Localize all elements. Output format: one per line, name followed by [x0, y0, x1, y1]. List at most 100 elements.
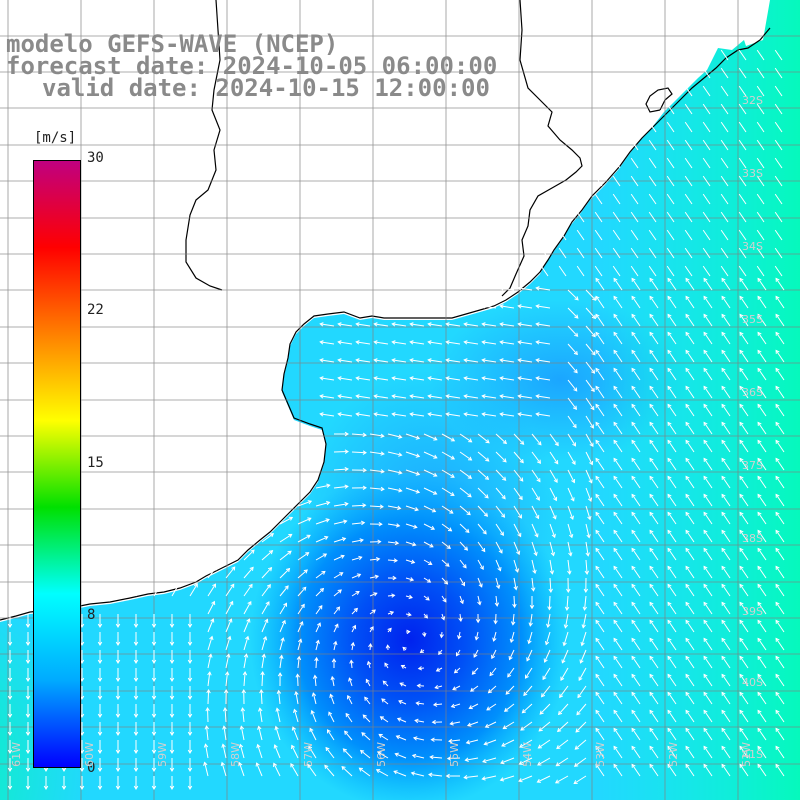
wind-arrow — [549, 469, 558, 483]
wind-arrow — [585, 559, 588, 575]
wind-arrow — [428, 341, 443, 345]
wind-arrow-head — [204, 725, 210, 730]
wind-arrow-head — [775, 547, 780, 552]
wind-arrow — [448, 739, 461, 742]
wind-arrow — [351, 522, 365, 525]
wind-arrow-head — [373, 394, 378, 399]
wind-arrow — [613, 296, 623, 309]
wind-arrow-head — [463, 546, 469, 551]
wind-arrow — [685, 512, 695, 525]
wind-arrow-head — [321, 570, 326, 575]
wind-arrow — [315, 501, 330, 507]
wind-arrow-head — [649, 691, 654, 696]
wind-arrow-head — [551, 533, 556, 539]
wind-arrow-head — [775, 529, 780, 534]
wind-arrow — [630, 175, 639, 187]
wind-arrow-head — [631, 673, 636, 678]
wind-arrow-head — [649, 619, 654, 624]
wind-arrow — [567, 523, 573, 538]
wind-arrow — [206, 726, 209, 741]
wind-arrow — [648, 157, 657, 169]
wind-arrow — [666, 103, 675, 115]
wind-arrow-head — [97, 641, 103, 646]
wind-arrow-head — [25, 767, 31, 772]
wind-arrow — [523, 685, 533, 696]
wind-arrow-head — [467, 456, 473, 461]
wind-arrow — [649, 494, 659, 507]
wind-arrow — [504, 703, 515, 712]
wind-arrow — [320, 377, 335, 381]
wind-arrow-head — [344, 449, 349, 454]
wind-arrow-head — [7, 731, 13, 736]
wind-arrow-head — [757, 727, 762, 732]
wind-arrow — [703, 638, 713, 651]
wind-arrow — [484, 739, 497, 745]
wind-arrow-head — [227, 635, 232, 641]
wind-arrow-head — [685, 673, 690, 678]
wind-arrow — [207, 689, 210, 705]
wind-arrow-head — [445, 562, 450, 567]
wind-arrow-head — [520, 440, 525, 445]
wind-arrow — [720, 211, 729, 223]
wind-arrow — [297, 639, 302, 651]
wind-arrow-head — [667, 673, 672, 678]
wind-arrow-head — [407, 612, 412, 617]
wind-arrow — [376, 769, 389, 777]
wind-arrow-head — [505, 690, 510, 695]
wind-arrow — [377, 751, 389, 759]
wind-arrow-head — [757, 313, 762, 318]
wind-arrow — [703, 422, 713, 435]
wind-arrow — [648, 193, 657, 205]
wind-arrow-head — [739, 655, 744, 660]
lon-label-59w: 59W — [156, 742, 169, 767]
wind-arrow — [667, 764, 677, 777]
wind-arrow — [739, 476, 749, 489]
wind-arrow — [721, 494, 731, 507]
wind-arrow-head — [450, 492, 455, 496]
wind-arrow — [685, 350, 695, 363]
wind-arrow-head — [703, 565, 708, 570]
wind-arrow — [513, 451, 524, 463]
lat-label-41s: 41S — [742, 748, 763, 761]
wind-arrow-head — [649, 709, 654, 714]
wind-arrow-head — [97, 695, 103, 700]
wind-arrow-head — [703, 403, 708, 408]
wind-arrow-head — [369, 626, 374, 631]
wind-arrow-head — [507, 673, 512, 678]
wind-arrow-head — [703, 277, 708, 282]
wind-arrow — [631, 314, 641, 327]
wind-arrow-head — [256, 743, 261, 749]
wind-arrow — [531, 541, 537, 556]
wind-arrow-head — [468, 438, 473, 443]
wind-arrow-head — [344, 730, 349, 735]
wind-arrow — [738, 211, 747, 223]
wind-arrow-head — [685, 529, 690, 534]
wind-arrow-head — [97, 713, 103, 718]
wind-arrow-head — [501, 742, 506, 747]
wind-arrow-head — [391, 340, 396, 345]
wind-arrow — [311, 710, 317, 723]
wind-arrow-head — [582, 606, 587, 611]
wind-arrow-head — [757, 547, 762, 552]
wind-arrow-head — [43, 767, 49, 772]
wind-arrow-head — [169, 785, 175, 790]
wind-arrow-head — [432, 702, 438, 707]
wind-arrow — [757, 494, 767, 507]
wind-arrow-head — [248, 583, 253, 589]
wind-arrow-head — [667, 457, 672, 462]
wind-arrow — [204, 762, 209, 777]
wind-arrow — [684, 121, 693, 133]
wind-arrow-head — [721, 547, 726, 552]
wind-arrow-head — [535, 514, 540, 520]
wind-arrow-head — [546, 623, 551, 629]
wind-arrow-head — [500, 759, 505, 765]
wind-arrow — [333, 589, 342, 597]
wind-arrow-head — [721, 349, 726, 354]
wind-arrow-head — [478, 583, 483, 588]
wind-arrow-head — [391, 376, 396, 381]
wind-arrow — [631, 296, 641, 309]
wind-arrow — [702, 103, 711, 115]
wind-arrow-head — [7, 695, 13, 700]
wind-arrow — [702, 247, 711, 259]
wind-arrow-head — [139, 582, 144, 588]
